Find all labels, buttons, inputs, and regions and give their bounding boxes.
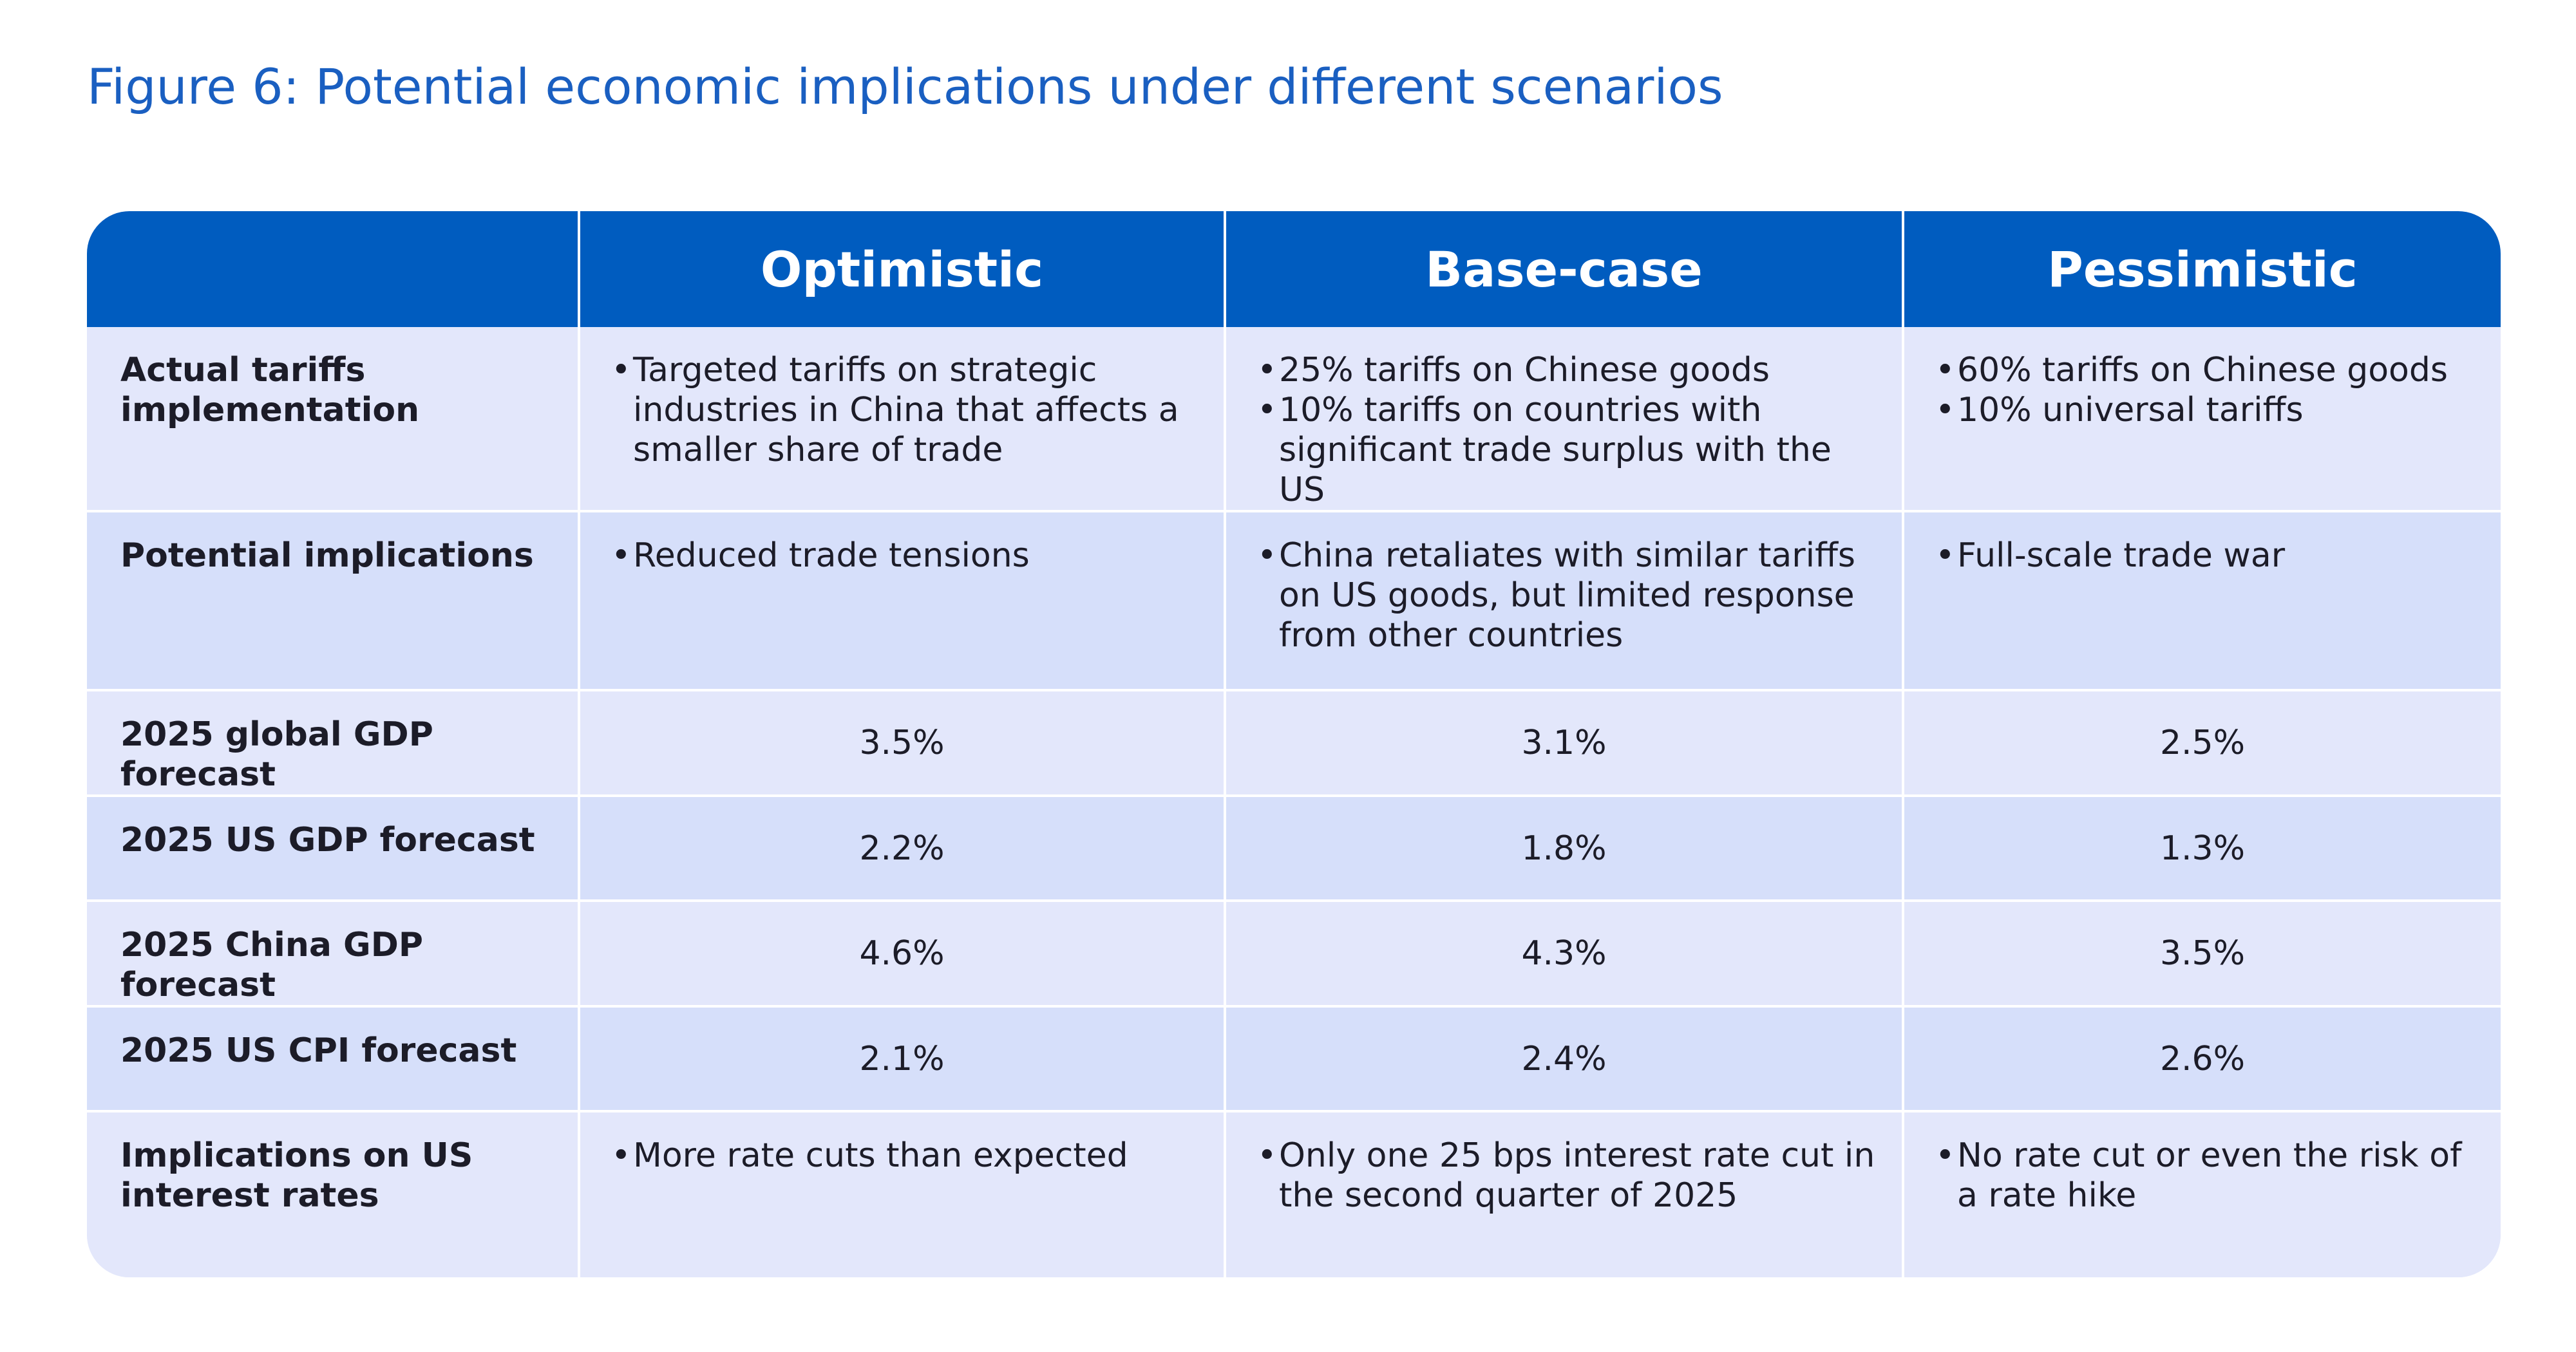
bullet-list: 60% tariffs on Chinese goods 10% univers… bbox=[1904, 327, 2501, 430]
optimistic-cell: Targeted tariffs on strategic industries… bbox=[578, 327, 1225, 511]
table-row: 2025 global GDP forecast 3.5% 3.1% 2.5% bbox=[87, 689, 2501, 796]
pessimistic-value: 3.5% bbox=[1902, 899, 2501, 1006]
bullet-list: Reduced trade tensions bbox=[580, 512, 1224, 576]
figure-title: Figure 6: Potential economic implication… bbox=[87, 58, 1723, 115]
bullet-list: Full-scale trade war bbox=[1904, 512, 2501, 576]
table-row: 2025 US CPI forecast 2.1% 2.4% 2.6% bbox=[87, 1005, 2501, 1111]
bullet-list: Only one 25 bps interest rate cut in the… bbox=[1226, 1113, 1902, 1216]
optimistic-value: 3.5% bbox=[578, 689, 1225, 796]
bullet-list: No rate cut or even the risk of a rate h… bbox=[1904, 1113, 2501, 1216]
optimistic-value: 2.1% bbox=[578, 1005, 1225, 1111]
base-case-cell: China retaliates with similar tariffs on… bbox=[1224, 510, 1903, 690]
base-case-value: 3.1% bbox=[1224, 689, 1903, 796]
header-pessimistic: Pessimistic bbox=[1902, 211, 2501, 327]
bullet-item: Targeted tariffs on strategic industries… bbox=[611, 350, 1204, 470]
bullet-item: 25% tariffs on Chinese goods bbox=[1257, 350, 1882, 390]
bullet-list: China retaliates with similar tariffs on… bbox=[1226, 512, 1902, 655]
bullet-item: 60% tariffs on Chinese goods bbox=[1935, 350, 2481, 390]
base-case-value: 2.4% bbox=[1224, 1005, 1903, 1111]
table-row: 2025 China GDP forecast 4.6% 4.3% 3.5% bbox=[87, 899, 2501, 1006]
row-label: 2025 global GDP forecast bbox=[120, 715, 433, 794]
table-row: Potential implications Reduced trade ten… bbox=[87, 510, 2501, 690]
header-corner bbox=[87, 211, 579, 327]
bullet-item: No rate cut or even the risk of a rate h… bbox=[1935, 1136, 2481, 1216]
pessimistic-cell: Full-scale trade war bbox=[1902, 510, 2501, 690]
base-case-value: 1.8% bbox=[1224, 794, 1903, 901]
pessimistic-cell: 60% tariffs on Chinese goods 10% univers… bbox=[1902, 327, 2501, 511]
table-row: Implications on US interest rates More r… bbox=[87, 1110, 2501, 1277]
header-optimistic: Optimistic bbox=[578, 211, 1225, 327]
bullet-list: More rate cuts than expected bbox=[580, 1113, 1224, 1176]
row-label: 2025 China GDP forecast bbox=[120, 926, 424, 1004]
header-base-case: Base-case bbox=[1224, 211, 1903, 327]
scenario-table: Optimistic Base-case Pessimistic Actual … bbox=[87, 211, 2501, 1277]
row-label: Implications on US interest rates bbox=[120, 1136, 473, 1215]
row-label-cell: Implications on US interest rates bbox=[87, 1110, 579, 1277]
pessimistic-value: 2.5% bbox=[1902, 689, 2501, 796]
row-label-cell: 2025 global GDP forecast bbox=[87, 689, 579, 796]
row-label-cell: 2025 US GDP forecast bbox=[87, 794, 579, 901]
scenario-table-grid: Optimistic Base-case Pessimistic Actual … bbox=[87, 211, 2501, 1277]
bullet-item: 10% universal tariffs bbox=[1935, 390, 2481, 430]
bullet-item: 10% tariffs on countries with significan… bbox=[1257, 390, 1882, 510]
bullet-item: China retaliates with similar tariffs on… bbox=[1257, 536, 1882, 655]
row-label-cell: 2025 China GDP forecast bbox=[87, 899, 579, 1006]
optimistic-value: 2.2% bbox=[578, 794, 1225, 901]
bullet-item: Reduced trade tensions bbox=[611, 536, 1204, 576]
optimistic-value: 4.6% bbox=[578, 899, 1225, 1006]
bullet-list: Targeted tariffs on strategic industries… bbox=[580, 327, 1224, 470]
table-row: Actual tariffs implementation Targeted t… bbox=[87, 327, 2501, 511]
optimistic-cell: Reduced trade tensions bbox=[578, 510, 1225, 690]
row-label-cell: 2025 US CPI forecast bbox=[87, 1005, 579, 1111]
row-label: 2025 US CPI forecast bbox=[120, 1031, 517, 1070]
bullet-item: More rate cuts than expected bbox=[611, 1136, 1204, 1176]
bullet-item: Only one 25 bps interest rate cut in the… bbox=[1257, 1136, 1882, 1216]
row-label: Actual tariffs implementation bbox=[120, 351, 420, 429]
row-label-cell: Potential implications bbox=[87, 510, 579, 690]
base-case-cell: 25% tariffs on Chinese goods 10% tariffs… bbox=[1224, 327, 1903, 511]
pessimistic-cell: No rate cut or even the risk of a rate h… bbox=[1902, 1110, 2501, 1277]
base-case-value: 4.3% bbox=[1224, 899, 1903, 1006]
base-case-cell: Only one 25 bps interest rate cut in the… bbox=[1224, 1110, 1903, 1277]
bullet-list: 25% tariffs on Chinese goods 10% tariffs… bbox=[1226, 327, 1902, 510]
pessimistic-value: 2.6% bbox=[1902, 1005, 2501, 1111]
row-label: 2025 US GDP forecast bbox=[120, 821, 535, 859]
optimistic-cell: More rate cuts than expected bbox=[578, 1110, 1225, 1277]
table-row: 2025 US GDP forecast 2.2% 1.8% 1.3% bbox=[87, 794, 2501, 901]
row-label-cell: Actual tariffs implementation bbox=[87, 327, 579, 511]
table-header-row: Optimistic Base-case Pessimistic bbox=[87, 211, 2501, 327]
pessimistic-value: 1.3% bbox=[1902, 794, 2501, 901]
row-label: Potential implications bbox=[120, 536, 534, 575]
bullet-item: Full-scale trade war bbox=[1935, 536, 2481, 576]
